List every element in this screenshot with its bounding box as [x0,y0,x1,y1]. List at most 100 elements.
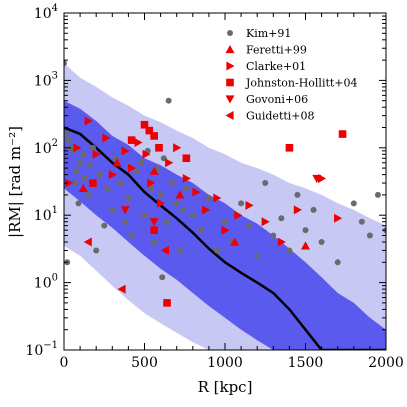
point-clarke-01 [102,133,111,143]
point-johnston-hollitt-04 [89,179,97,187]
point-kim-91 [270,232,277,239]
point-kim-91 [157,191,164,198]
y-tick-label: 100 [34,273,58,292]
legend-marker [226,78,234,87]
point-johnston-hollitt-04 [150,132,158,140]
point-feretti-99 [149,166,159,175]
point-kim-91 [213,247,220,254]
x-tick-label: 0 [60,355,69,371]
x-axis-label: R [kpc] [198,378,253,396]
point-kim-91 [165,97,172,104]
point-clarke-01 [192,187,201,197]
point-kim-91 [310,206,317,213]
point-kim-91 [197,227,204,234]
point-kim-91 [93,247,100,254]
point-kim-91 [96,171,103,178]
point-kim-91 [154,165,161,172]
point-govoni-06 [312,174,322,183]
legend-label: Clarke+01 [246,60,306,73]
point-kim-91 [64,131,69,138]
point-kim-91 [125,194,132,201]
inner-band [64,100,386,350]
point-kim-91 [318,239,325,246]
point-clarke-01 [65,178,74,188]
point-kim-91 [176,247,183,254]
point-johnston-hollitt-04 [182,154,191,163]
point-kim-91 [294,191,301,198]
point-kim-91 [101,222,108,229]
point-johnston-hollitt-04 [338,130,347,138]
point-kim-91 [122,218,129,225]
point-kim-91 [205,194,212,201]
legend-marker [227,30,233,36]
point-kim-91 [180,206,187,213]
point-kim-91 [238,200,245,207]
x-tick-label: 500 [131,355,158,371]
point-kim-91 [164,218,171,225]
point-johnston-hollitt-04 [145,126,154,135]
point-guidetti-08 [117,284,126,294]
point-kim-91 [147,185,154,192]
point-clarke-01 [213,193,222,203]
point-kim-91 [64,60,67,67]
point-clarke-01 [121,146,130,156]
x-tick-label: 1500 [288,355,324,371]
legend-label: Guidetti+08 [246,110,315,123]
point-kim-91 [151,239,158,246]
legend-label: Govoni+06 [246,93,308,106]
point-kim-91 [133,168,140,175]
point-kim-91 [104,185,111,192]
point-johnston-hollitt-04 [285,144,294,152]
y-tick-label: 104 [34,3,58,22]
x-tick-labels: 0 500 1000 1500 2000 [60,355,404,371]
legend-label: Feretti+99 [246,44,307,57]
point-kim-91 [81,175,88,182]
y-tick-labels: 10−1 100 101 102 103 104 [25,3,58,359]
point-johnston-hollitt-04 [150,226,158,234]
axis-ticks [63,12,387,351]
x-tick-label: 1000 [207,355,243,371]
y-tick-label: 102 [34,138,58,157]
legend-marker [225,111,234,120]
point-clarke-01 [277,237,286,247]
point-clarke-01 [84,116,93,126]
point-clarke-01 [147,178,156,188]
point-johnston-hollitt-04 [155,144,163,152]
point-feretti-99 [230,237,240,246]
point-clarke-01 [128,163,137,173]
point-kim-91 [138,159,145,166]
point-kim-91 [358,218,365,225]
y-axis-label: |RM| [rad m⁻²] [6,126,24,238]
point-johnston-hollitt-04 [127,136,136,144]
legend: Kim+91 Feretti+99 Clarke+01 Johnston-Hollit… [225,27,358,123]
point-clarke-01 [73,143,82,153]
y-tick-label: 10−1 [25,340,58,359]
legend-label: Johnston-Hollitt+04 [245,77,358,90]
point-clarke-01 [221,225,230,235]
point-feretti-99 [301,241,310,250]
point-clarke-01 [173,143,182,153]
point-kim-91 [374,191,381,198]
point-clarke-01 [334,213,343,223]
point-govoni-06 [149,218,159,227]
point-kim-91 [86,162,93,169]
point-kim-91 [128,232,135,239]
point-kim-91 [302,227,309,234]
point-govoni-06 [120,206,130,215]
point-kim-91 [80,151,87,158]
point-clarke-01 [142,149,151,159]
point-kim-91 [278,215,285,222]
point-kim-91 [183,185,190,192]
median-line [64,126,386,350]
point-guidetti-08 [160,245,169,255]
point-clarke-01 [293,205,302,215]
point-kim-91 [141,212,148,219]
point-feretti-99 [78,183,88,192]
point-feretti-99 [112,158,122,167]
legend-marker [225,45,235,54]
point-kim-91 [75,200,82,207]
point-clarke-01 [234,210,243,220]
point-feretti-99 [175,190,185,199]
legend-marker [225,95,235,104]
